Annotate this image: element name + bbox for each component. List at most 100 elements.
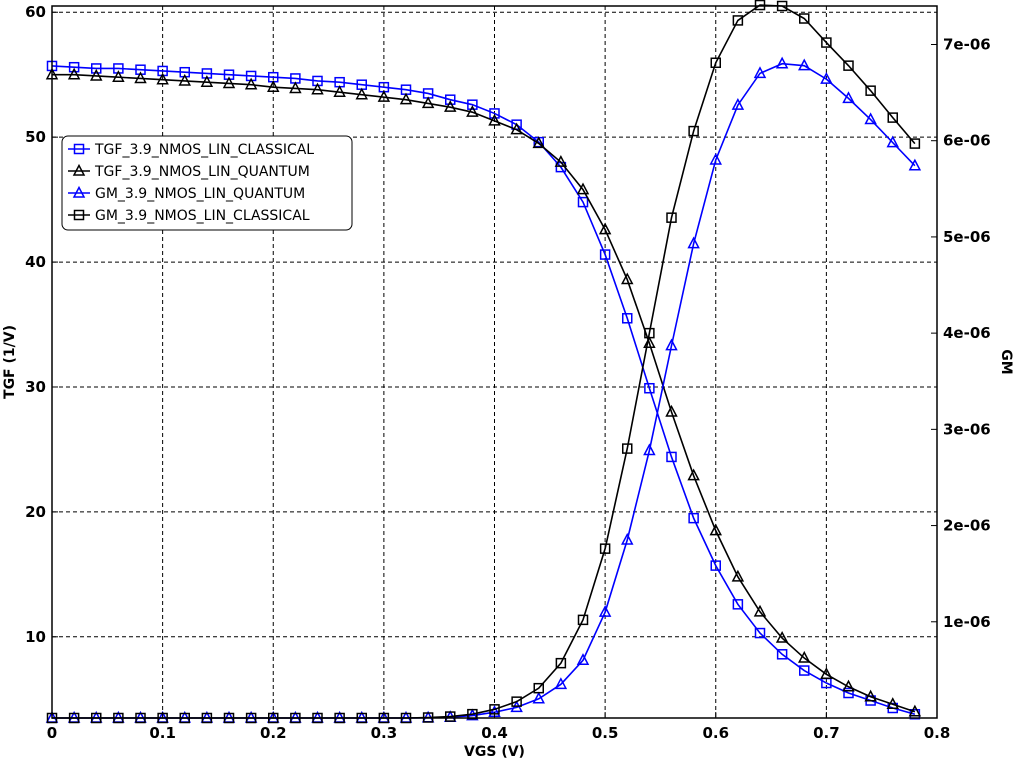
data-point	[732, 15, 744, 26]
data-point	[489, 108, 500, 119]
y-tick-label: 30	[25, 378, 46, 396]
data-point	[775, 56, 789, 69]
data-point	[798, 650, 811, 663]
data-point	[621, 532, 634, 545]
x-tick-label: 0	[47, 724, 57, 742]
series-tgf-3-9-nmos-lin-quantum	[45, 67, 922, 717]
y-tick-label: 60	[25, 3, 46, 21]
x-tick-label: 0.5	[592, 724, 619, 742]
data-point	[599, 249, 611, 260]
data-point	[445, 711, 456, 722]
data-point	[622, 313, 633, 324]
data-point	[598, 605, 612, 617]
series-line	[51, 65, 916, 716]
data-point	[622, 443, 633, 454]
data-point	[886, 697, 899, 710]
legend-item: GM_3.9_NMOS_LIN_QUANTUM	[68, 185, 305, 202]
data-point	[444, 100, 457, 112]
data-point	[532, 136, 545, 149]
data-point	[533, 682, 544, 694]
legend-label: GM_3.9_NMOS_LIN_QUANTUM	[95, 186, 305, 202]
data-point	[886, 135, 899, 148]
y2-tick-label: 3e-06	[943, 420, 991, 438]
legend-marker-icon	[72, 185, 86, 198]
series-layer	[45, 0, 922, 724]
data-point	[909, 138, 921, 149]
data-point	[820, 72, 833, 84]
data-point	[577, 196, 589, 208]
x-tick-label: 0.6	[702, 724, 729, 742]
data-point	[666, 212, 677, 223]
data-point	[488, 113, 501, 126]
legend-label: TGF_3.9_NMOS_LIN_CLASSICAL	[94, 142, 314, 158]
y2-tick-label: 2e-06	[943, 517, 991, 535]
data-point	[688, 512, 699, 524]
tick-labels: 0 0.1 0.2 0.3 0.4 0.5 0.6 0.7 0.8 10 20 30 40 50 60 1e-…	[25, 3, 991, 742]
data-point	[843, 60, 854, 71]
data-point	[754, 627, 766, 639]
x-tick-label: 0.8	[924, 724, 951, 742]
data-point	[555, 657, 567, 669]
data-point	[267, 80, 280, 92]
data-point	[865, 85, 876, 96]
y-axis-title: TGF (1/V)	[2, 325, 18, 399]
data-point	[688, 125, 699, 137]
data-point	[798, 58, 811, 71]
data-point	[666, 451, 677, 463]
data-point	[222, 76, 236, 89]
data-point	[510, 122, 523, 135]
data-point	[467, 99, 478, 110]
data-point	[799, 13, 810, 24]
data-point	[577, 614, 589, 626]
data-point	[244, 77, 258, 90]
y-tick-label: 20	[25, 503, 46, 521]
y-tick-label: 50	[25, 128, 46, 146]
plot-border	[51, 5, 938, 719]
data-point	[709, 523, 722, 536]
x-tick-label: 0.1	[149, 724, 176, 742]
data-point	[864, 112, 877, 125]
series-line	[52, 73, 916, 713]
data-point	[643, 443, 656, 456]
data-point	[687, 236, 700, 249]
data-point	[665, 338, 678, 351]
data-point	[399, 92, 413, 105]
data-point	[887, 112, 898, 123]
legend-box	[61, 135, 353, 231]
data-point	[731, 97, 745, 110]
series-line	[52, 4, 916, 719]
data-point	[532, 691, 545, 704]
legend-item: TGF_3.9_NMOS_LIN_CLASSICAL	[68, 142, 314, 158]
data-point	[665, 404, 678, 417]
legend-label: GM_3.9_NMOS_LIN_CLASSICAL	[95, 208, 310, 224]
data-point	[908, 704, 922, 717]
data-point	[554, 677, 568, 690]
data-point	[621, 272, 634, 285]
data-point	[753, 66, 767, 79]
data-point	[112, 70, 125, 82]
legend-item: GM_3.9_NMOS_LIN_CLASSICAL	[68, 208, 310, 224]
data-point	[576, 182, 590, 195]
x-axis-title: VGS (V)	[464, 744, 525, 760]
data-point	[67, 67, 81, 80]
y2-tick-label: 4e-06	[943, 324, 991, 342]
data-point	[598, 222, 612, 235]
data-point	[754, 0, 766, 11]
y-tick-label: 40	[25, 253, 46, 271]
legend-marker-icon	[73, 143, 85, 155]
data-point	[776, 649, 788, 660]
data-point	[90, 68, 103, 81]
data-point	[842, 91, 855, 104]
data-point	[864, 689, 877, 702]
data-point	[156, 72, 169, 85]
data-point	[311, 82, 324, 95]
data-point	[709, 152, 722, 165]
y2-tick-label: 7e-06	[943, 35, 991, 53]
data-point	[200, 75, 214, 87]
data-point	[799, 665, 810, 676]
x-tick-label: 0.7	[813, 724, 840, 742]
data-point	[820, 667, 833, 680]
data-point	[842, 679, 855, 692]
y-tick-label: 10	[25, 628, 46, 646]
